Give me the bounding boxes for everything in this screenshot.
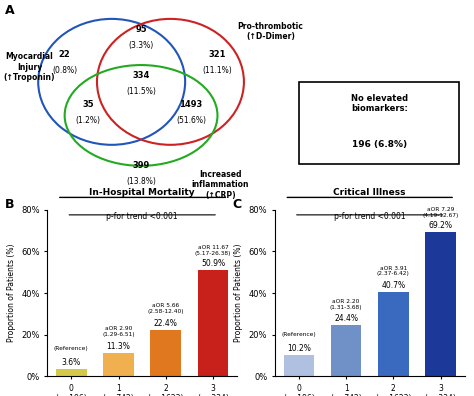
- Text: aOR 3.91
(2.37-6.42): aOR 3.91 (2.37-6.42): [377, 266, 410, 276]
- Y-axis label: Proportion of Patients (%): Proportion of Patients (%): [7, 244, 16, 342]
- Text: Pro-thrombotic
(↑D-Dimer): Pro-thrombotic (↑D-Dimer): [237, 22, 303, 41]
- Text: 40.7%: 40.7%: [381, 280, 405, 289]
- Text: B: B: [5, 198, 14, 211]
- Text: Myocardial
Injury
(↑Troponin): Myocardial Injury (↑Troponin): [4, 52, 55, 82]
- Text: 95: 95: [135, 25, 147, 34]
- Text: (3.3%): (3.3%): [128, 41, 154, 50]
- Bar: [425, 232, 456, 376]
- Text: No elevated
biomarkers:: No elevated biomarkers:: [351, 94, 408, 113]
- Text: aOR 11.67
(5.17-26.38): aOR 11.67 (5.17-26.38): [195, 245, 231, 256]
- Text: (Reference): (Reference): [54, 346, 89, 351]
- Bar: [150, 329, 181, 376]
- Bar: [283, 355, 314, 376]
- Text: (13.8%): (13.8%): [126, 177, 156, 187]
- Text: p-for trend <0.001: p-for trend <0.001: [334, 212, 406, 221]
- Text: (1.2%): (1.2%): [76, 116, 100, 126]
- Bar: [331, 326, 362, 376]
- Text: A: A: [5, 4, 14, 17]
- Y-axis label: Proportion of Patients (%): Proportion of Patients (%): [234, 244, 243, 342]
- Text: 50.9%: 50.9%: [201, 259, 225, 268]
- Bar: [103, 353, 134, 376]
- Text: (11.5%): (11.5%): [126, 87, 156, 96]
- Text: 69.2%: 69.2%: [428, 221, 453, 230]
- Text: aOR 5.66
(2.58-12.40): aOR 5.66 (2.58-12.40): [147, 303, 184, 314]
- Text: 10.2%: 10.2%: [287, 344, 311, 353]
- Text: (Reference): (Reference): [282, 332, 316, 337]
- Text: 3.6%: 3.6%: [62, 358, 81, 367]
- Text: (11.1%): (11.1%): [202, 66, 232, 75]
- Text: 196 (6.8%): 196 (6.8%): [352, 140, 407, 149]
- Bar: [198, 270, 228, 376]
- Text: 1493: 1493: [179, 100, 203, 109]
- Text: C: C: [232, 198, 241, 211]
- Bar: [378, 291, 409, 376]
- Text: aOR 2.20
(1.31-3.68): aOR 2.20 (1.31-3.68): [330, 299, 363, 310]
- Text: 22: 22: [59, 50, 71, 59]
- Text: 11.3%: 11.3%: [107, 342, 130, 350]
- Text: p-for trend <0.001: p-for trend <0.001: [106, 212, 178, 221]
- Text: In-Hospital Mortality: In-Hospital Mortality: [90, 188, 195, 196]
- Text: (0.8%): (0.8%): [52, 66, 77, 75]
- Text: Increased
inflammation
(↑CRP): Increased inflammation (↑CRP): [191, 170, 249, 200]
- Text: 321: 321: [209, 50, 226, 59]
- Text: 35: 35: [82, 100, 94, 109]
- Text: 399: 399: [132, 161, 150, 170]
- Bar: [56, 369, 87, 376]
- Text: (51.6%): (51.6%): [176, 116, 206, 126]
- Text: aOR 7.29
(4.19-12.67): aOR 7.29 (4.19-12.67): [422, 208, 459, 218]
- Text: Critical Illness: Critical Illness: [334, 188, 406, 196]
- Text: aOR 2.90
(1.29-6.51): aOR 2.90 (1.29-6.51): [102, 326, 135, 337]
- Text: 334: 334: [132, 71, 150, 80]
- Text: 22.4%: 22.4%: [154, 318, 178, 327]
- Text: 24.4%: 24.4%: [334, 314, 358, 324]
- FancyBboxPatch shape: [299, 82, 459, 164]
